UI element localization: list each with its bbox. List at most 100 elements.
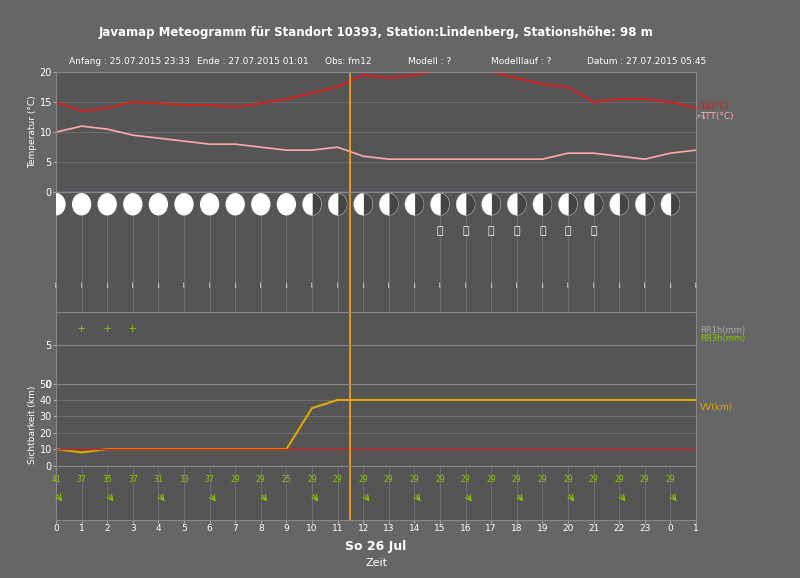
Text: 37: 37: [128, 475, 138, 484]
Text: 29: 29: [461, 475, 470, 484]
Circle shape: [150, 194, 167, 215]
Text: Obs: fm12: Obs: fm12: [325, 57, 371, 65]
Circle shape: [482, 194, 500, 215]
Text: ⌇: ⌇: [80, 283, 83, 288]
Text: ⌇: ⌇: [464, 283, 467, 288]
Circle shape: [98, 194, 116, 215]
Text: ⌇: ⌇: [54, 283, 58, 288]
Text: ⌇: ⌇: [310, 283, 314, 288]
Text: Anfang : 25.07.2015 23:33: Anfang : 25.07.2015 23:33: [69, 57, 190, 65]
Text: ⌇: ⌇: [541, 283, 544, 288]
Circle shape: [636, 194, 654, 215]
Text: ⌒: ⌒: [437, 227, 443, 236]
Text: 29: 29: [307, 475, 317, 484]
Text: ⌇: ⌇: [336, 283, 339, 288]
Text: VV(km): VV(km): [700, 403, 734, 412]
Circle shape: [406, 194, 423, 214]
Text: ⌒: ⌒: [590, 227, 597, 236]
Circle shape: [329, 194, 346, 214]
Circle shape: [278, 194, 295, 215]
Text: ⌒: ⌒: [462, 227, 469, 236]
Text: 29: 29: [640, 475, 650, 484]
Text: 29: 29: [256, 475, 266, 484]
Circle shape: [559, 194, 577, 214]
Text: Datum : 27.07.2015 05:45: Datum : 27.07.2015 05:45: [587, 57, 706, 65]
Circle shape: [354, 194, 372, 215]
Text: ⌇: ⌇: [131, 283, 134, 288]
Text: ⌇: ⌇: [387, 283, 390, 288]
Text: +: +: [128, 324, 138, 334]
Wedge shape: [354, 194, 363, 214]
Text: 37: 37: [77, 475, 86, 484]
Text: Ende : 27.07.2015 01:01: Ende : 27.07.2015 01:01: [197, 57, 309, 65]
Text: 33: 33: [179, 475, 189, 484]
Text: 29: 29: [589, 475, 598, 484]
Text: 37: 37: [205, 475, 214, 484]
Text: 29: 29: [512, 475, 522, 484]
Circle shape: [226, 194, 244, 215]
Text: ⌇: ⌇: [515, 283, 518, 288]
Circle shape: [124, 194, 142, 215]
Text: ⌇: ⌇: [566, 283, 570, 288]
Text: ⌇: ⌇: [413, 283, 416, 288]
Circle shape: [303, 194, 321, 214]
Circle shape: [457, 194, 474, 214]
Circle shape: [508, 194, 526, 214]
Circle shape: [482, 194, 500, 214]
Text: ⌇: ⌇: [592, 283, 595, 288]
Circle shape: [662, 194, 679, 214]
Circle shape: [47, 194, 65, 215]
Circle shape: [175, 194, 193, 215]
Wedge shape: [585, 194, 594, 214]
Circle shape: [559, 194, 577, 215]
Wedge shape: [431, 194, 440, 214]
Wedge shape: [559, 194, 568, 214]
Circle shape: [406, 194, 423, 215]
Text: 25: 25: [282, 475, 291, 484]
Text: Javamap Meteogramm für Standort 10393, Station:Lindenberg, Stationshöhe: 98 m: Javamap Meteogramm für Standort 10393, S…: [98, 25, 654, 39]
Wedge shape: [534, 194, 542, 214]
Wedge shape: [457, 194, 466, 214]
Circle shape: [380, 194, 398, 215]
Text: ⌇: ⌇: [106, 283, 109, 288]
Text: ⌒: ⌒: [514, 227, 520, 236]
Text: ⌇: ⌇: [618, 283, 621, 288]
Text: 29: 29: [358, 475, 368, 484]
Text: 29: 29: [563, 475, 573, 484]
Wedge shape: [406, 194, 414, 214]
Text: ↗↘: ↗↘: [695, 114, 707, 120]
Text: ⌇: ⌇: [362, 283, 365, 288]
Circle shape: [252, 194, 270, 215]
Wedge shape: [508, 194, 517, 214]
Circle shape: [201, 194, 218, 215]
Text: ⌇: ⌇: [234, 283, 237, 288]
Circle shape: [354, 194, 372, 214]
Text: 29: 29: [486, 475, 496, 484]
Circle shape: [610, 194, 628, 215]
Wedge shape: [303, 194, 312, 214]
Circle shape: [610, 194, 628, 214]
Text: 35: 35: [102, 475, 112, 484]
Text: RR1h(mm): RR1h(mm): [700, 326, 745, 335]
Text: RR3h(mm): RR3h(mm): [700, 334, 746, 343]
Wedge shape: [482, 194, 491, 214]
Circle shape: [534, 194, 551, 215]
Text: 29: 29: [333, 475, 342, 484]
Text: Zeit: Zeit: [365, 558, 387, 568]
Circle shape: [508, 194, 526, 215]
Text: So 26 Jul: So 26 Jul: [346, 540, 406, 553]
Text: 41: 41: [51, 475, 61, 484]
Wedge shape: [636, 194, 645, 214]
Text: ⌒: ⌒: [565, 227, 571, 236]
Text: +: +: [77, 324, 86, 334]
Y-axis label: Temperatur (°C): Temperatur (°C): [28, 96, 37, 168]
Text: ⌇: ⌇: [669, 283, 672, 288]
Text: 29: 29: [230, 475, 240, 484]
Circle shape: [303, 194, 321, 215]
Circle shape: [585, 194, 602, 215]
Wedge shape: [610, 194, 619, 214]
Circle shape: [636, 194, 654, 214]
Text: Td(°C): Td(°C): [700, 102, 729, 112]
Text: ⌇: ⌇: [285, 283, 288, 288]
Text: ⌇: ⌇: [438, 283, 442, 288]
